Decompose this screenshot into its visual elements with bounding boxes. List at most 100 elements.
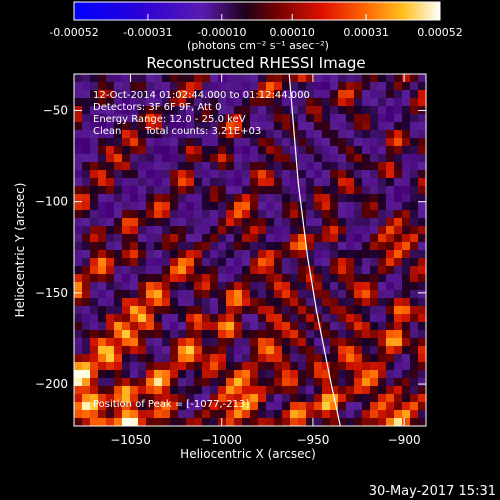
heatmap-cell	[290, 154, 299, 163]
heatmap-cell	[330, 274, 339, 283]
heatmap-cell	[418, 154, 427, 163]
heatmap-cell	[226, 242, 235, 251]
heatmap-cell	[402, 162, 411, 171]
heatmap-cell	[410, 130, 419, 139]
heatmap-cell	[386, 250, 395, 259]
heatmap-cell	[130, 178, 139, 187]
heatmap-cell	[338, 314, 347, 323]
heatmap-cell	[338, 90, 347, 99]
heatmap-cell	[250, 170, 259, 179]
heatmap-cell	[410, 274, 419, 283]
heatmap-cell	[338, 346, 347, 355]
heatmap-cell	[226, 266, 235, 275]
heatmap-cell	[282, 274, 291, 283]
heatmap-cell	[250, 354, 259, 363]
heatmap-cell	[186, 338, 195, 347]
heatmap-cell	[162, 306, 171, 315]
heatmap-cell	[314, 402, 323, 411]
heatmap-cell	[178, 82, 187, 91]
heatmap-cell	[226, 306, 235, 315]
heatmap-cell	[178, 210, 187, 219]
heatmap-cell	[170, 106, 179, 115]
heatmap-cell	[418, 354, 427, 363]
heatmap-cell	[362, 322, 371, 331]
heatmap-cell	[202, 154, 211, 163]
heatmap-cell	[202, 330, 211, 339]
heatmap-cell	[194, 154, 203, 163]
heatmap-cell	[114, 178, 123, 187]
heatmap-cell	[314, 162, 323, 171]
heatmap-cell	[90, 378, 99, 387]
heatmap-cell	[250, 362, 259, 371]
heatmap-cell	[98, 122, 107, 131]
heatmap-cell	[210, 418, 219, 427]
heatmap-cell	[146, 98, 155, 107]
heatmap-cell	[154, 386, 163, 395]
heatmap-cell	[274, 90, 283, 99]
heatmap-cell	[418, 178, 427, 187]
heatmap-cell	[394, 234, 403, 243]
heatmap-cell	[370, 386, 379, 395]
heatmap-cell	[130, 394, 139, 403]
heatmap-cell	[314, 394, 323, 403]
heatmap-cell	[218, 114, 227, 123]
heatmap-cell	[186, 130, 195, 139]
heatmap-cell	[250, 122, 259, 131]
heatmap-cell	[274, 378, 283, 387]
heatmap-cell	[378, 250, 387, 259]
heatmap-cell	[202, 274, 211, 283]
heatmap-cell	[138, 250, 147, 259]
heatmap-cell	[306, 370, 315, 379]
heatmap-cell	[234, 202, 243, 211]
heatmap-cell	[210, 306, 219, 315]
heatmap-cell	[74, 202, 83, 211]
heatmap-cell	[346, 194, 355, 203]
heatmap-cell	[82, 178, 91, 187]
heatmap-cell	[370, 186, 379, 195]
heatmap-cell	[202, 186, 211, 195]
heatmap-cell	[274, 330, 283, 339]
heatmap-cell	[306, 242, 315, 251]
heatmap-cell	[154, 218, 163, 227]
heatmap-cell	[178, 314, 187, 323]
heatmap-cell	[82, 154, 91, 163]
heatmap-cell	[186, 330, 195, 339]
heatmap-cell	[314, 266, 323, 275]
heatmap-cell	[290, 82, 299, 91]
heatmap-cell	[362, 362, 371, 371]
heatmap-cell	[90, 386, 99, 395]
heatmap-cell	[202, 242, 211, 251]
heatmap-cell	[378, 226, 387, 235]
heatmap-cell	[378, 202, 387, 211]
heatmap-cell	[242, 298, 251, 307]
heatmap-cell	[354, 218, 363, 227]
heatmap-cell	[178, 242, 187, 251]
heatmap-cell	[346, 266, 355, 275]
heatmap-cell	[410, 146, 419, 155]
heatmap-cell	[114, 186, 123, 195]
heatmap-cell	[354, 106, 363, 115]
heatmap-cell	[354, 306, 363, 315]
heatmap-cell	[138, 90, 147, 99]
heatmap-cell	[122, 170, 131, 179]
heatmap-cell	[234, 370, 243, 379]
heatmap-cell	[266, 410, 275, 419]
heatmap-cell	[338, 218, 347, 227]
heatmap-cell	[82, 234, 91, 243]
heatmap-cell	[274, 74, 283, 83]
heatmap-cell	[74, 130, 83, 139]
heatmap-cell	[354, 210, 363, 219]
heatmap-cell	[354, 370, 363, 379]
heatmap-cell	[114, 234, 123, 243]
heatmap-cell	[322, 186, 331, 195]
heatmap-cell	[354, 386, 363, 395]
heatmap-cell	[394, 154, 403, 163]
heatmap-cell	[362, 202, 371, 211]
heatmap-cell	[170, 234, 179, 243]
heatmap-cell	[178, 114, 187, 123]
heatmap-cell	[234, 242, 243, 251]
heatmap-cell	[218, 258, 227, 267]
plot-area: −1050 −1000 −950 −900−200−150−100−50	[35, 73, 427, 447]
heatmap-cell	[250, 418, 259, 427]
